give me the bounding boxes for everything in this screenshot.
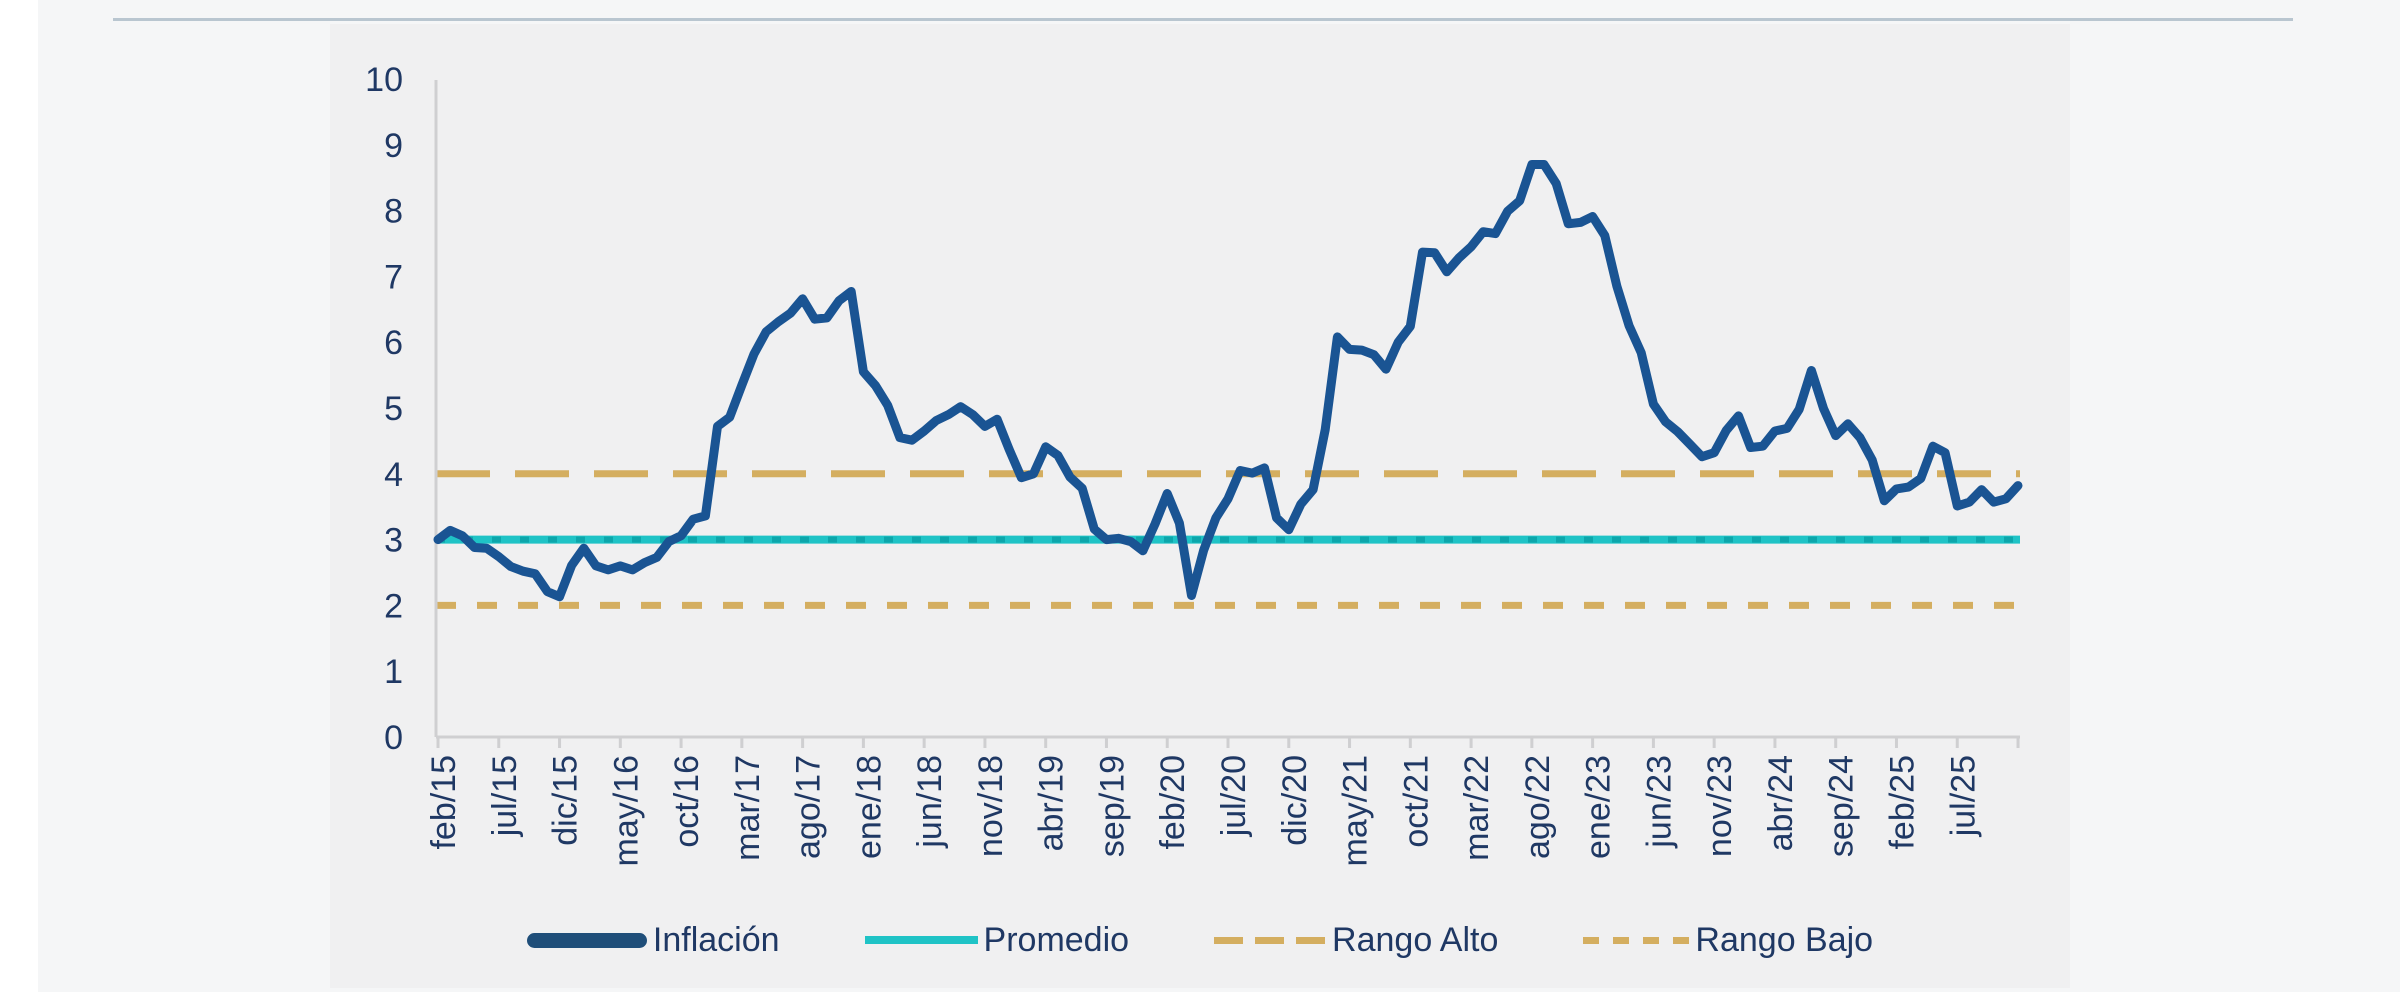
x-tick-label: sep/24 — [1823, 755, 1861, 857]
x-tick-label: mar/17 — [729, 755, 767, 861]
x-tick-label: may/21 — [1337, 755, 1375, 867]
x-tick-label: jul/25 — [1944, 755, 1982, 837]
x-tick-label: nov/18 — [972, 755, 1010, 857]
top-divider — [113, 18, 2293, 21]
x-tick-label: abr/24 — [1762, 755, 1800, 851]
y-tick-label: 6 — [384, 324, 403, 362]
inflation-line — [433, 160, 2023, 602]
x-tick-label: oct/21 — [1397, 755, 1435, 848]
x-tick-label: jun/18 — [911, 755, 949, 849]
x-tick-label: ago/22 — [1519, 755, 1557, 859]
promedio-line-swatch-icon — [864, 936, 978, 944]
y-tick-label: 2 — [384, 587, 403, 625]
rango-bajo-line-swatch-icon — [1583, 936, 1690, 944]
x-tick-label: jul/20 — [1215, 755, 1253, 837]
legend-item-inflacion: Inflación — [526, 920, 780, 960]
legend-item-promedio: Promedio — [864, 920, 1130, 960]
y-tick-label: 0 — [384, 719, 403, 757]
x-tick-label: feb/15 — [425, 755, 463, 850]
y-tick-label: 10 — [365, 61, 403, 99]
chart-card: 10 9 8 7 6 5 4 3 2 1 0 feb/15 jul/15 dic/15 may/16 oct/… — [330, 24, 2070, 988]
x-tick-label: mar/22 — [1458, 755, 1496, 861]
legend-label-inflacion: Inflación — [652, 920, 780, 959]
legend-label-rango-bajo: Rango Bajo — [1695, 920, 1874, 959]
x-tick-label: dic/15 — [547, 755, 585, 846]
legend-label-rango-alto: Rango Alto — [1332, 920, 1499, 959]
y-tick-label: 3 — [384, 522, 403, 560]
y-tick-label: 8 — [384, 193, 403, 231]
x-tick-label: sep/19 — [1093, 755, 1131, 857]
y-tick-label: 4 — [384, 456, 403, 494]
x-tick-label: may/16 — [607, 755, 645, 867]
legend-item-rango-alto: Rango Alto — [1214, 921, 1498, 960]
y-tick-label: 7 — [384, 258, 403, 296]
y-tick-label: 9 — [384, 127, 403, 165]
x-tick-label: jun/23 — [1640, 755, 1678, 849]
x-tick-label: ene/23 — [1580, 755, 1618, 859]
x-tick-label: jul/15 — [486, 755, 524, 837]
x-tick-label: dic/20 — [1276, 755, 1314, 846]
x-tick-label: ago/17 — [790, 755, 828, 859]
legend-item-rango-bajo: Rango Bajo — [1583, 921, 1873, 960]
chart-legend: Inflación Promedio Rango Alto Rango Bajo — [330, 908, 2070, 972]
x-tick-label: nov/23 — [1701, 755, 1739, 857]
y-tick-label: 1 — [384, 653, 403, 691]
x-tick-label: abr/19 — [1033, 755, 1071, 851]
x-tick-label: feb/20 — [1154, 755, 1192, 850]
x-tick-label: oct/16 — [668, 755, 706, 848]
x-tick-label: ene/18 — [850, 755, 888, 859]
rango-alto-line-swatch-icon — [1214, 936, 1327, 944]
y-tick-label: 5 — [384, 390, 403, 428]
legend-label-promedio: Promedio — [983, 920, 1130, 959]
inflacion-line-swatch-icon — [526, 932, 647, 948]
x-tick-label: feb/25 — [1883, 755, 1921, 850]
